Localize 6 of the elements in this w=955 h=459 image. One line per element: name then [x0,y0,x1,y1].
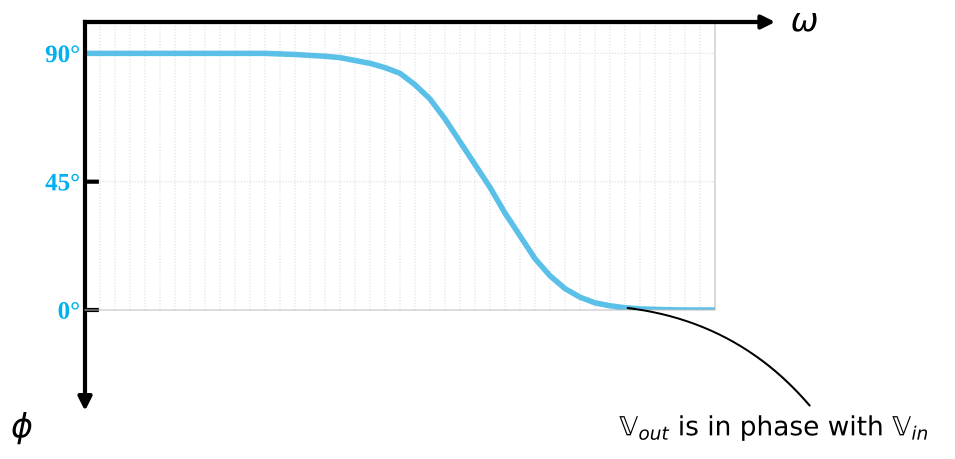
y-tick-label: 45° [45,174,79,191]
y-tick-label: 90° [46,45,79,62]
x-axis-title: ω [792,12,817,32]
y-tick-label: 0° [58,302,79,319]
y-axis-title: ϕ [12,412,32,444]
text: 𝕍$_{out}$ is in phase with 𝕍$_{in}$ [619,415,928,441]
